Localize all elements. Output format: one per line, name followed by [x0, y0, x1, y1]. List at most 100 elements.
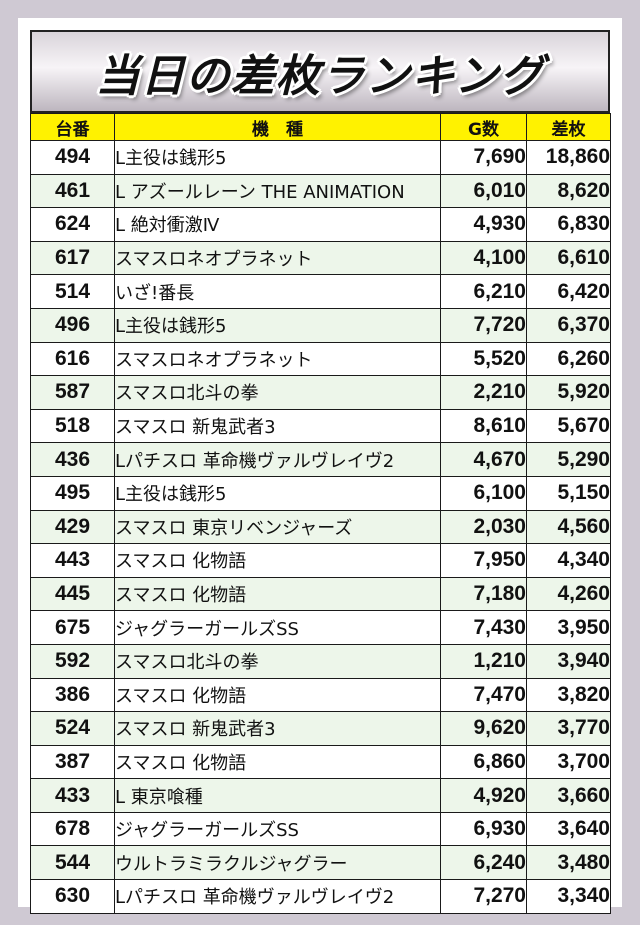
games-count-cell: 7,430 [440, 610, 527, 645]
ranking-card: 当日の差枚ランキング 台番 機 種 G数 差枚 494 L主役は銭形5 7,690 1… [18, 18, 622, 914]
model-name-cell: スマスロ 化物語 [114, 576, 441, 612]
machine-number-cell: 675 [30, 610, 115, 645]
table-row: 524 スマスロ 新鬼武者3 9,620 3,770 [30, 711, 611, 746]
model-name-cell: スマスロ 東京リベンジャーズ [114, 509, 441, 545]
table-header-row: 台番 機 種 G数 差枚 [30, 113, 611, 141]
diff-coins-cell: 3,940 [526, 643, 611, 679]
table-row: 630 Lパチスロ 革命機ヴァルヴレイヴ2 7,270 3,340 [30, 879, 611, 914]
model-name-cell: スマスロ北斗の拳 [114, 375, 441, 410]
games-count-cell: 7,180 [440, 576, 527, 612]
machine-number-cell: 544 [30, 845, 115, 881]
games-count-cell: 2,210 [440, 375, 527, 410]
machine-number-cell: 443 [30, 543, 115, 578]
diff-coins-cell: 3,660 [526, 778, 611, 813]
games-count-cell: 7,470 [440, 677, 527, 713]
games-count-cell: 6,210 [440, 274, 527, 309]
machine-number-cell: 617 [30, 240, 115, 276]
games-count-cell: 6,010 [440, 173, 527, 209]
model-name-cell: スマスロ 化物語 [114, 677, 441, 713]
model-name-cell: L主役は銭形5 [114, 140, 441, 175]
games-count-cell: 4,670 [440, 442, 527, 477]
machine-number-cell: 386 [30, 677, 115, 713]
diff-coins-cell: 3,480 [526, 845, 611, 881]
model-name-cell: ウルトラミラクルジャグラー [114, 845, 441, 881]
model-name-cell: いざ!番長 [114, 274, 441, 309]
machine-number-cell: 445 [30, 576, 115, 612]
machine-number-cell: 387 [30, 744, 115, 780]
machine-number-cell: 436 [30, 442, 115, 477]
page-title: 当日の差枚ランキング [95, 50, 545, 102]
table-row: 443 スマスロ 化物語 7,950 4,340 [30, 543, 611, 578]
machine-number-cell: 514 [30, 274, 115, 309]
table-row: 544 ウルトラミラクルジャグラー 6,240 3,480 [30, 845, 611, 881]
diff-coins-cell: 4,260 [526, 576, 611, 612]
games-count-cell: 4,930 [440, 207, 527, 242]
games-count-cell: 7,720 [440, 307, 527, 343]
machine-number-cell: 494 [30, 140, 115, 175]
games-count-cell: 9,620 [440, 711, 527, 746]
model-name-cell: スマスロネオプラネット [114, 341, 441, 377]
table-row: 616 スマスロネオプラネット 5,520 6,260 [30, 341, 611, 377]
diff-coins-cell: 6,610 [526, 240, 611, 276]
games-count-cell: 6,240 [440, 845, 527, 881]
title-banner: 当日の差枚ランキング [30, 30, 610, 113]
table-row: 495 L主役は銭形5 6,100 5,150 [30, 475, 611, 511]
machine-number-cell: 616 [30, 341, 115, 377]
machine-number-cell: 678 [30, 811, 115, 847]
diff-coins-cell: 5,920 [526, 375, 611, 410]
machine-number-cell: 433 [30, 778, 115, 813]
header-machine-no: 台番 [30, 113, 115, 141]
model-name-cell: Lパチスロ 革命機ヴァルヴレイヴ2 [114, 442, 441, 477]
machine-number-cell: 518 [30, 408, 115, 444]
table-body: 494 L主役は銭形5 7,690 18,860 461 L アズールレーン THE AN… [30, 140, 611, 914]
table-row: 617 スマスロネオプラネット 4,100 6,610 [30, 240, 611, 276]
games-count-cell: 7,950 [440, 543, 527, 578]
machine-number-cell: 496 [30, 307, 115, 343]
table-row: 386 スマスロ 化物語 7,470 3,820 [30, 677, 611, 713]
diff-coins-cell: 3,700 [526, 744, 611, 780]
diff-coins-cell: 5,670 [526, 408, 611, 444]
table-row: 514 いざ!番長 6,210 6,420 [30, 274, 611, 309]
table-row: 445 スマスロ 化物語 7,180 4,260 [30, 576, 611, 612]
diff-coins-cell: 6,420 [526, 274, 611, 309]
model-name-cell: ジャグラーガールズSS [114, 610, 441, 645]
games-count-cell: 4,100 [440, 240, 527, 276]
model-name-cell: スマスロ 新鬼武者3 [114, 711, 441, 746]
model-name-cell: L 絶対衝激Ⅳ [114, 207, 441, 242]
games-count-cell: 8,610 [440, 408, 527, 444]
diff-coins-cell: 6,830 [526, 207, 611, 242]
diff-coins-cell: 6,260 [526, 341, 611, 377]
games-count-cell: 6,930 [440, 811, 527, 847]
model-name-cell: ジャグラーガールズSS [114, 811, 441, 847]
diff-coins-cell: 5,290 [526, 442, 611, 477]
games-count-cell: 2,030 [440, 509, 527, 545]
games-count-cell: 7,690 [440, 140, 527, 175]
diff-coins-cell: 3,950 [526, 610, 611, 645]
diff-coins-cell: 5,150 [526, 475, 611, 511]
diff-coins-cell: 18,860 [526, 140, 611, 175]
table-row: 496 L主役は銭形5 7,720 6,370 [30, 307, 611, 343]
table-row: 587 スマスロ北斗の拳 2,210 5,920 [30, 375, 611, 410]
machine-number-cell: 587 [30, 375, 115, 410]
machine-number-cell: 624 [30, 207, 115, 242]
header-diff: 差枚 [526, 113, 611, 141]
diff-coins-cell: 3,770 [526, 711, 611, 746]
games-count-cell: 7,270 [440, 879, 527, 914]
table-row: 494 L主役は銭形5 7,690 18,860 [30, 140, 611, 175]
diff-coins-cell: 6,370 [526, 307, 611, 343]
model-name-cell: スマスロネオプラネット [114, 240, 441, 276]
model-name-cell: スマスロ 新鬼武者3 [114, 408, 441, 444]
model-name-cell: スマスロ 化物語 [114, 543, 441, 578]
model-name-cell: スマスロ北斗の拳 [114, 643, 441, 679]
model-name-cell: L主役は銭形5 [114, 475, 441, 511]
machine-number-cell: 495 [30, 475, 115, 511]
table-row: 675 ジャグラーガールズSS 7,430 3,950 [30, 610, 611, 645]
games-count-cell: 1,210 [440, 643, 527, 679]
ranking-table: 台番 機 種 G数 差枚 494 L主役は銭形5 7,690 18,860 461 L ア… [30, 113, 611, 914]
header-games: G数 [440, 113, 527, 141]
machine-number-cell: 524 [30, 711, 115, 746]
table-row: 518 スマスロ 新鬼武者3 8,610 5,670 [30, 408, 611, 444]
model-name-cell: L 東京喰種 [114, 778, 441, 813]
games-count-cell: 4,920 [440, 778, 527, 813]
model-name-cell: スマスロ 化物語 [114, 744, 441, 780]
